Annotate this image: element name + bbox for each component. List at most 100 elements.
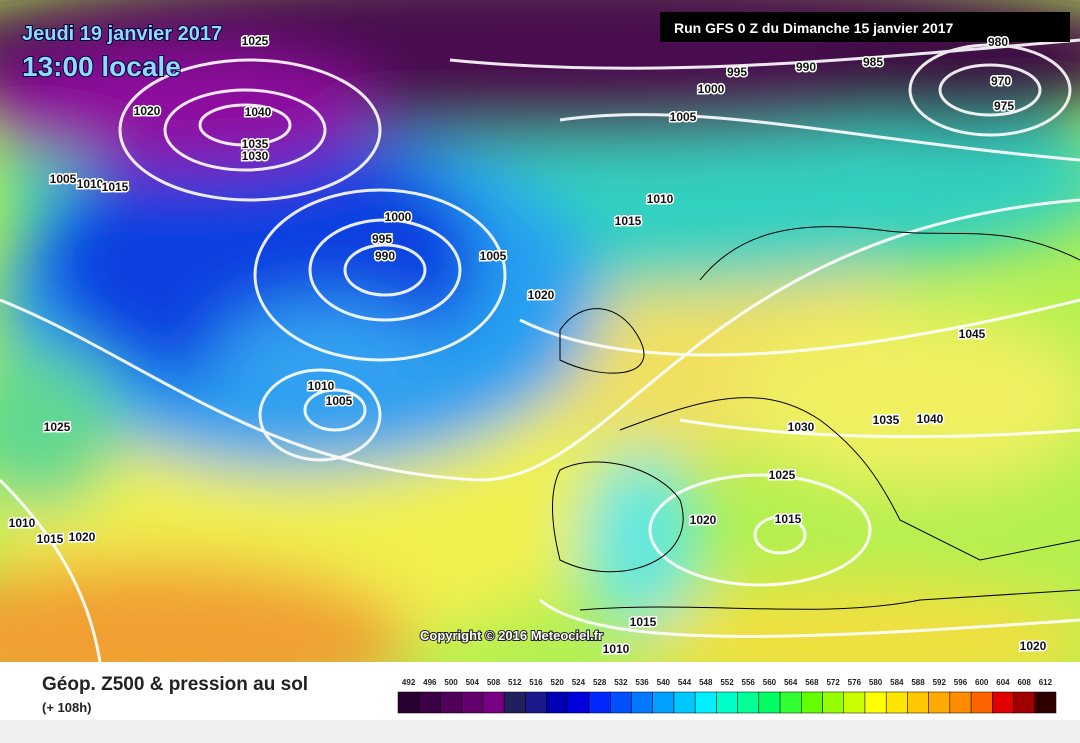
isobar-label: 995 <box>727 65 747 79</box>
scale-label: 608 <box>1017 678 1031 687</box>
geopotential-field <box>0 0 1080 720</box>
legend-subtitle: (+ 108h) <box>42 700 92 715</box>
scale-swatch <box>631 692 652 713</box>
scale-label: 580 <box>869 678 883 687</box>
isobar-label: 1005 <box>480 249 507 263</box>
scale-label: 588 <box>911 678 925 687</box>
scale-swatch <box>801 692 822 713</box>
isobar-label: 1025 <box>769 468 796 482</box>
isobar-label: 1020 <box>134 104 161 118</box>
isobar-label: 1005 <box>326 394 353 408</box>
scale-label: 496 <box>423 678 437 687</box>
scale-label: 556 <box>742 678 756 687</box>
scale-label: 500 <box>444 678 458 687</box>
isobar-label: 980 <box>988 35 1008 49</box>
isobar-label: 1040 <box>917 412 944 426</box>
scale-label: 528 <box>593 678 607 687</box>
isobar-label: 1015 <box>615 214 642 228</box>
isobar-label: 1020 <box>690 513 717 527</box>
scale-label: 520 <box>551 678 565 687</box>
isobar-label: 995 <box>372 232 392 246</box>
scale-label: 592 <box>933 678 947 687</box>
scale-swatch <box>483 692 504 713</box>
scale-swatch <box>992 692 1013 713</box>
scale-label: 552 <box>720 678 734 687</box>
scale-label: 600 <box>975 678 989 687</box>
isobar-label: 1040 <box>245 105 272 119</box>
run-info: Run GFS 0 Z du Dimanche 15 janvier 2017 <box>674 20 954 36</box>
scale-swatch <box>1035 692 1056 713</box>
isobar-label: 1010 <box>647 192 674 206</box>
legend-title: Géop. Z500 & pression au sol <box>42 674 308 695</box>
scale-label: 532 <box>614 678 628 687</box>
scale-label: 560 <box>763 678 777 687</box>
scale-label: 584 <box>890 678 904 687</box>
scale-label: 540 <box>657 678 671 687</box>
isobar-label: 1010 <box>77 177 104 191</box>
isobar-label: 990 <box>375 249 395 263</box>
scale-swatch <box>547 692 568 713</box>
scale-label: 564 <box>784 678 798 687</box>
scale-swatch <box>440 692 461 713</box>
scale-label: 504 <box>466 678 480 687</box>
isobar-label: 1035 <box>873 413 900 427</box>
scale-swatch <box>971 692 992 713</box>
isobar-label: 1005 <box>50 172 77 186</box>
scale-swatch <box>929 692 950 713</box>
isobar-label: 1020 <box>528 288 555 302</box>
scale-swatch <box>950 692 971 713</box>
isobar-label: 1010 <box>308 379 335 393</box>
scale-label: 572 <box>826 678 840 687</box>
scale-swatch <box>695 692 716 713</box>
isobar-label: 1045 <box>959 327 986 341</box>
isobar-label: 1000 <box>698 82 725 96</box>
scale-label: 576 <box>848 678 862 687</box>
scale-label: 612 <box>1039 678 1053 687</box>
isobar-label: 1025 <box>44 420 71 434</box>
scale-swatch <box>823 692 844 713</box>
isobar-label: 1010 <box>9 516 36 530</box>
isobar-label: 990 <box>796 60 816 74</box>
scale-label: 524 <box>572 678 586 687</box>
scale-swatch <box>886 692 907 713</box>
scale-swatch <box>568 692 589 713</box>
scale-label: 544 <box>678 678 692 687</box>
isobar-label: 1010 <box>603 642 630 656</box>
scale-label: 536 <box>635 678 649 687</box>
scale-swatch <box>759 692 780 713</box>
scale-label: 596 <box>954 678 968 687</box>
isobar-label: 1020 <box>1020 639 1047 653</box>
scale-swatch <box>716 692 737 713</box>
scale-swatch <box>589 692 610 713</box>
scale-swatch <box>738 692 759 713</box>
isobar-label: 1015 <box>630 615 657 629</box>
scale-swatch <box>610 692 631 713</box>
scale-label: 548 <box>699 678 713 687</box>
scale-swatch <box>780 692 801 713</box>
scale-swatch <box>504 692 525 713</box>
scale-swatch <box>525 692 546 713</box>
isobar-label: 1020 <box>69 530 96 544</box>
copyright: Copyright © 2016 Meteociel.fr <box>420 628 603 643</box>
isobar-label: 1030 <box>788 420 815 434</box>
isobar-label: 1015 <box>37 532 64 546</box>
isobar-label: 1000 <box>385 210 412 224</box>
scale-label: 492 <box>402 678 416 687</box>
scale-label: 508 <box>487 678 501 687</box>
scale-label: 568 <box>805 678 819 687</box>
scale-swatch <box>1014 692 1035 713</box>
isobar-label: 1015 <box>775 512 802 526</box>
scale-swatch <box>419 692 440 713</box>
scale-swatch <box>844 692 865 713</box>
forecast-time: 13:00 locale <box>22 51 181 82</box>
isobar-label: 1030 <box>242 149 269 163</box>
scale-swatch <box>907 692 928 713</box>
isobar-label: 1025 <box>242 34 269 48</box>
isobar-label: 1015 <box>102 180 129 194</box>
scale-swatch <box>674 692 695 713</box>
scale-swatch <box>398 692 419 713</box>
scale-label: 512 <box>508 678 522 687</box>
